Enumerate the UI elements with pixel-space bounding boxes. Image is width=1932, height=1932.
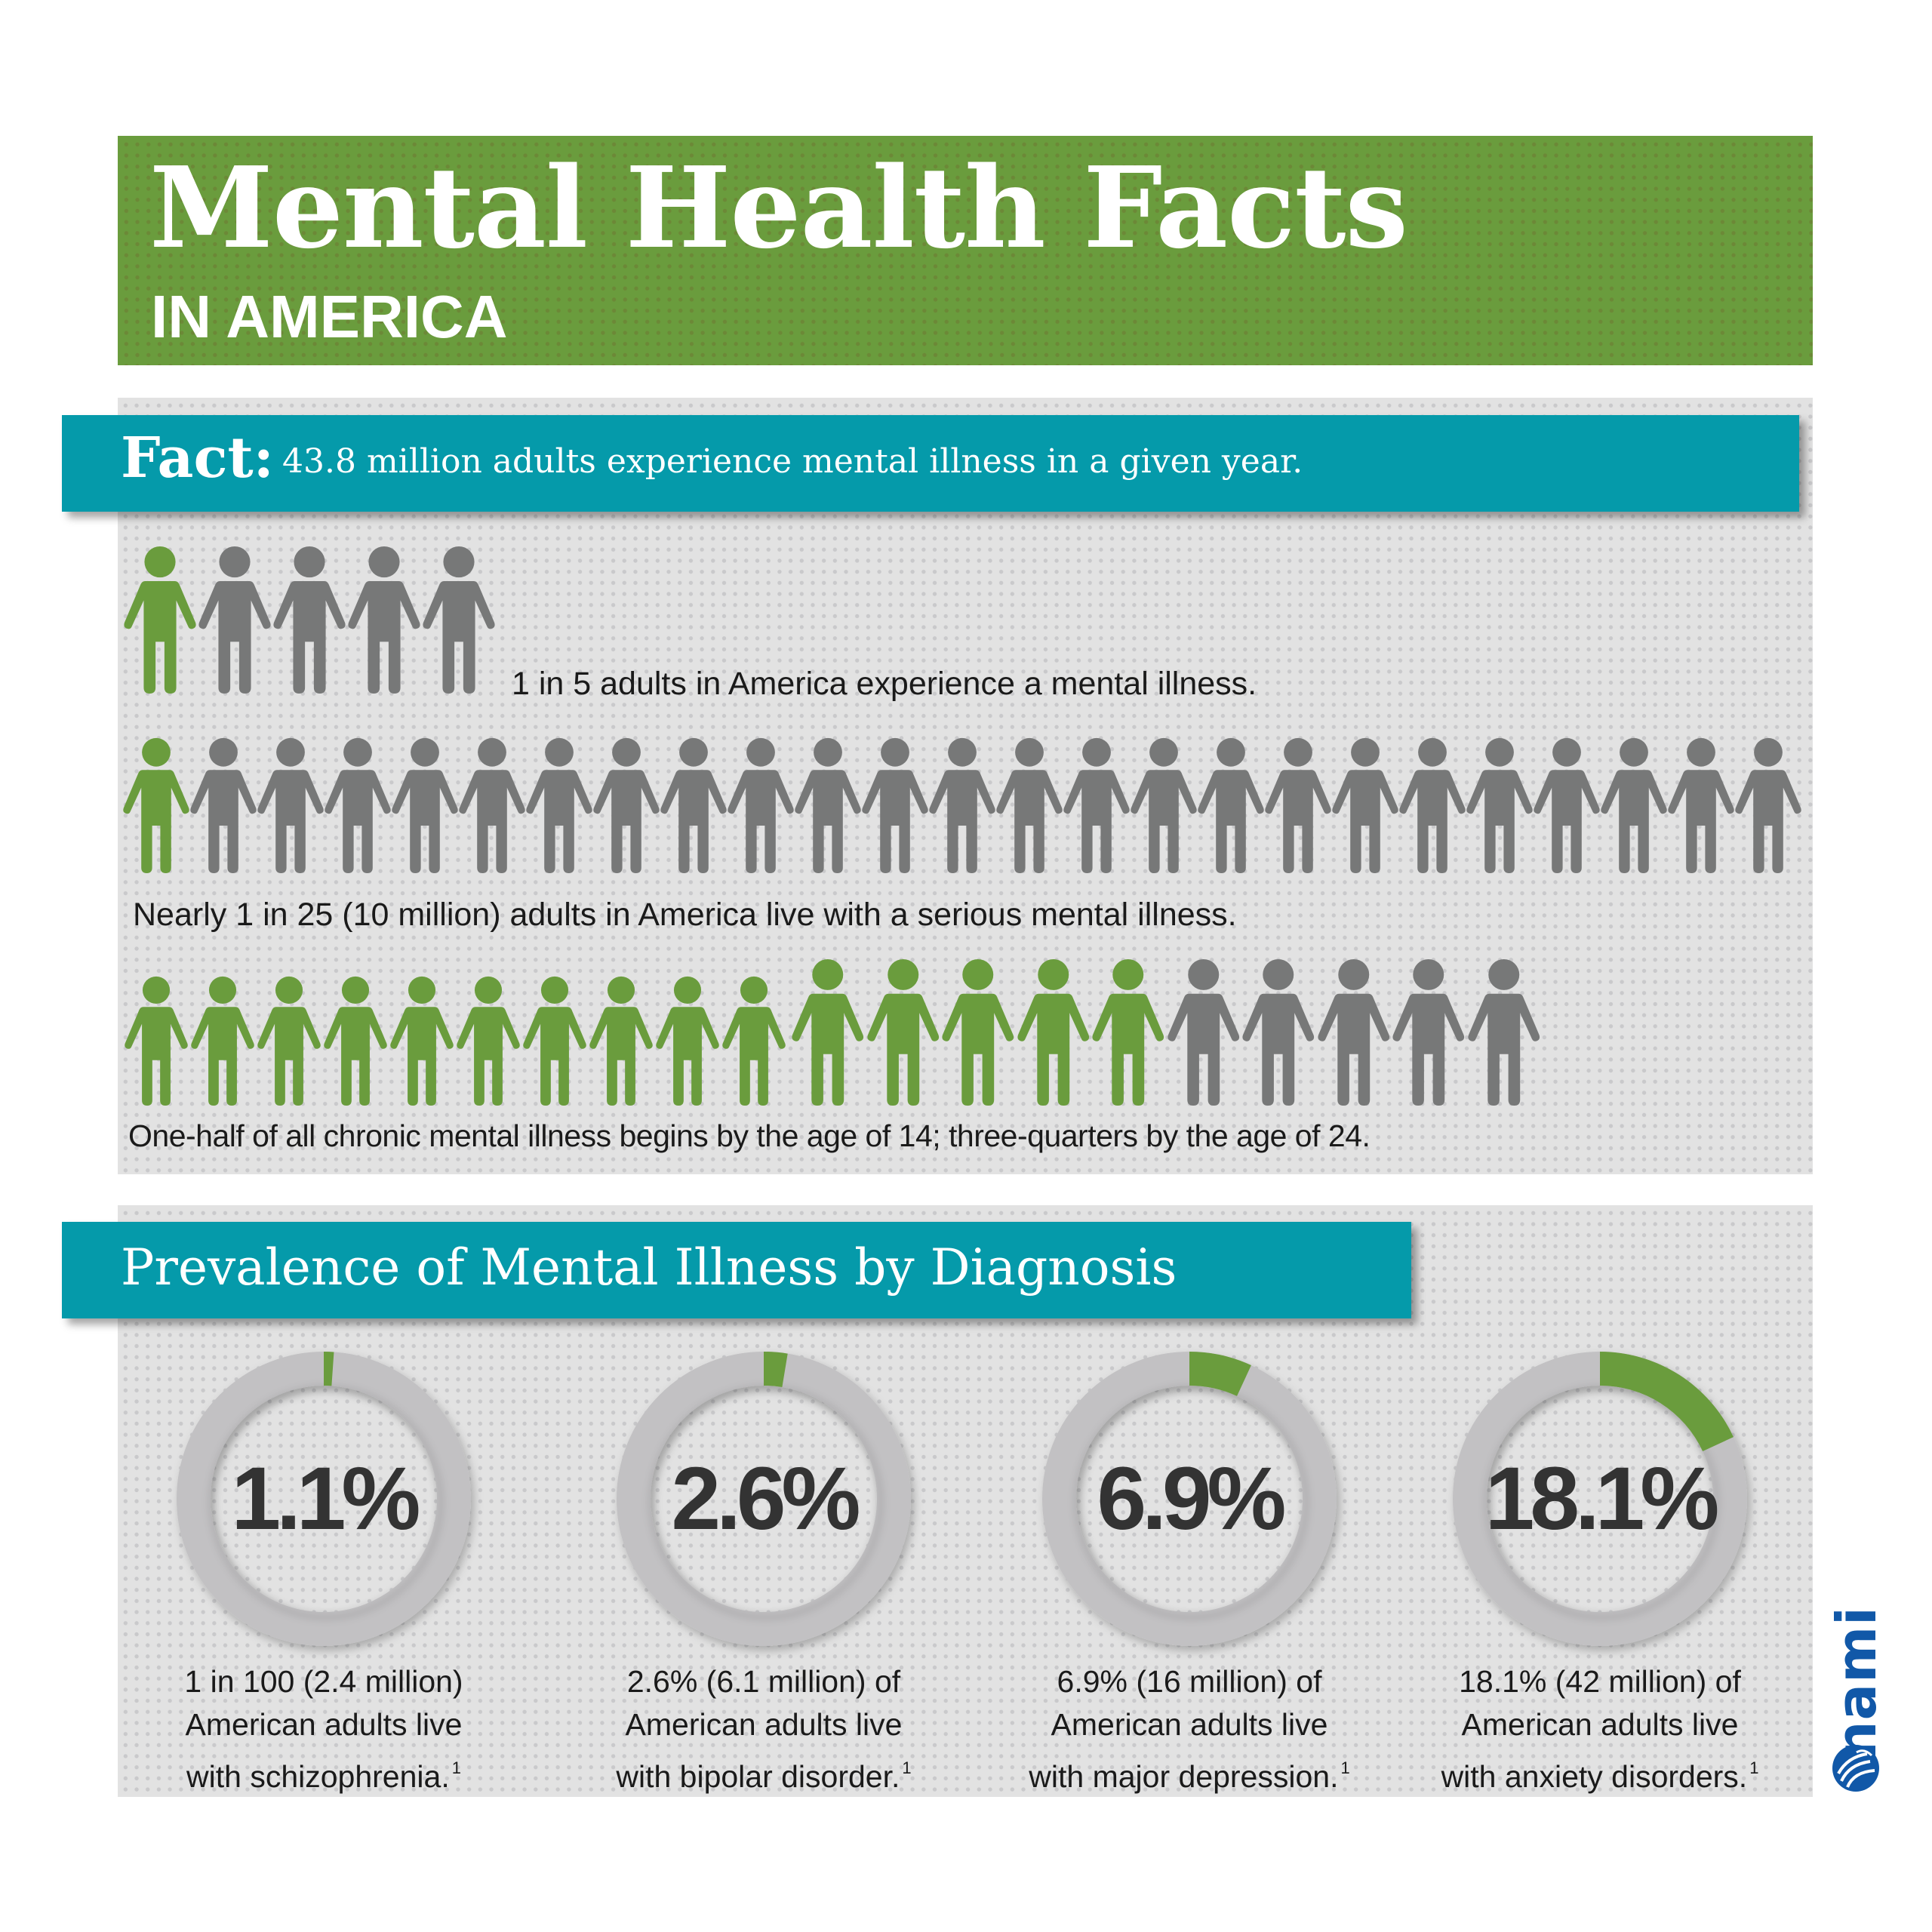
footnote-marker: 1 — [902, 1758, 912, 1777]
person-icon — [660, 737, 727, 873]
fact-label: Fact: — [121, 426, 274, 491]
donut-chart-depression: 6.9% — [1041, 1351, 1337, 1647]
person-icon — [792, 958, 864, 1106]
page-subtitle: IN AMERICA — [151, 283, 508, 350]
fact-row-3-caption: One-half of all chronic mental illness b… — [128, 1118, 1371, 1153]
nami-logo: nami — [1825, 1606, 1888, 1804]
person-icon — [942, 958, 1014, 1106]
person-icon — [1735, 737, 1801, 873]
donut-caption-depression: 6.9% (16 million) of American adults liv… — [1029, 1664, 1350, 1794]
person-icon — [123, 737, 189, 873]
donut-caption-bipolar: 2.6% (6.1 million) of American adults li… — [616, 1664, 912, 1794]
person-icon — [198, 546, 271, 694]
donut-percent-label: 18.1% — [1484, 1449, 1720, 1549]
person-icon — [273, 546, 346, 694]
person-icon — [1265, 737, 1331, 873]
prevalence-panel — [118, 1205, 1813, 1797]
person-icon — [457, 976, 520, 1106]
person-icon — [867, 958, 939, 1106]
person-icon — [996, 737, 1063, 873]
person-icon — [1534, 737, 1600, 873]
header-banner: Mental Health Facts IN AMERICA — [118, 136, 1813, 365]
person-icon — [728, 737, 794, 873]
person-icon — [1242, 958, 1315, 1106]
person-icon — [1198, 737, 1264, 873]
person-icon — [1668, 737, 1734, 873]
person-icon — [423, 546, 495, 694]
footnote-marker: 1 — [1749, 1758, 1759, 1777]
person-icon — [125, 976, 188, 1106]
person-icon — [124, 546, 196, 694]
person-icon — [589, 976, 653, 1106]
person-icon — [325, 737, 391, 873]
person-icon — [1399, 737, 1466, 873]
person-icon — [190, 737, 257, 873]
fact-row-1-caption: 1 in 5 adults in America experience a me… — [512, 666, 1257, 702]
person-icon — [1466, 737, 1533, 873]
donut-percent-label: 2.6% — [671, 1449, 861, 1549]
person-icon — [929, 737, 995, 873]
prevalence-title: Prevalence of Mental Illness by Diagnosi… — [121, 1238, 1177, 1297]
fact-row-2-caption: Nearly 1 in 25 (10 million) adults in Am… — [133, 897, 1237, 933]
person-icon — [1092, 958, 1164, 1106]
donut-ring — [177, 1352, 471, 1646]
fact-header-bar: Fact: 43.8 million adults experience men… — [62, 415, 1799, 512]
donut-ring — [1042, 1352, 1337, 1646]
donut-ring — [1453, 1352, 1747, 1646]
prevalence-header-bar: Prevalence of Mental Illness by Diagnosi… — [62, 1222, 1411, 1318]
person-icon — [324, 976, 387, 1106]
person-icon — [722, 976, 786, 1106]
person-icon — [1468, 958, 1540, 1106]
donut-chart-anxiety: 18.1% — [1452, 1351, 1748, 1647]
donut-caption-anxiety: 18.1% (42 million) of American adults li… — [1441, 1664, 1759, 1794]
page-title: Mental Health Facts — [149, 142, 1408, 273]
person-icon — [1017, 958, 1089, 1106]
fact-text: 43.8 million adults experience mental il… — [282, 442, 1303, 481]
donut-caption-schizophrenia: 1 in 100 (2.4 million) American adults l… — [184, 1664, 463, 1794]
nami-wordmark: nami — [1825, 1606, 1888, 1760]
person-icon — [257, 737, 324, 873]
person-icon — [257, 976, 321, 1106]
donut-ring — [617, 1352, 911, 1646]
person-icon — [1063, 737, 1130, 873]
footnote-marker: 1 — [1340, 1758, 1350, 1777]
footnote-marker: 1 — [451, 1758, 461, 1777]
person-icon — [862, 737, 928, 873]
person-icon — [1332, 737, 1398, 873]
person-icon — [795, 737, 861, 873]
globe-icon — [1832, 1745, 1879, 1792]
person-icon — [1131, 737, 1197, 873]
person-icon — [656, 976, 719, 1106]
person-icon — [459, 737, 525, 873]
person-icon — [593, 737, 660, 873]
donut-percent-label: 6.9% — [1097, 1449, 1287, 1549]
person-icon — [392, 737, 458, 873]
donut-chart-schizophrenia: 1.1% — [176, 1351, 472, 1647]
person-icon — [390, 976, 454, 1106]
person-icon — [348, 546, 420, 694]
donut-chart-bipolar: 2.6% — [616, 1351, 912, 1647]
donut-percent-label: 1.1% — [231, 1449, 421, 1549]
person-icon — [191, 976, 254, 1106]
person-icon — [1392, 958, 1465, 1106]
person-icon — [1168, 958, 1239, 1106]
person-icon — [526, 737, 592, 873]
person-icon — [1601, 737, 1667, 873]
person-icon — [523, 976, 586, 1106]
person-icon — [1318, 958, 1389, 1106]
